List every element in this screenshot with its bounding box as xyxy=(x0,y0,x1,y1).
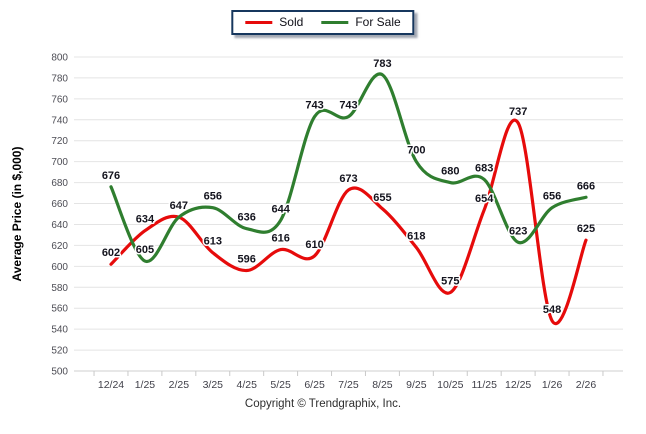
copyright-text: Copyright © Trendgraphix, Inc. xyxy=(244,398,402,410)
y-tick-label: 620 xyxy=(51,241,68,252)
data-point-label: 605 xyxy=(136,244,154,256)
data-point-label: 683 xyxy=(475,162,493,174)
data-point-label: 737 xyxy=(509,106,527,118)
x-tick-label: 11/25 xyxy=(471,379,497,391)
y-tick-label: 540 xyxy=(51,325,68,336)
for-sale-line xyxy=(109,72,588,263)
data-point-label: 743 xyxy=(339,100,357,112)
x-tick-label: 9/25 xyxy=(406,379,427,391)
y-tick-label: 640 xyxy=(51,220,68,231)
y-tick-label: 660 xyxy=(51,199,68,210)
data-point-label: 656 xyxy=(204,191,222,203)
x-tick-label: 1/25 xyxy=(135,379,156,391)
legend-item-for-sale: For Sale xyxy=(321,15,401,29)
data-point-label: 654 xyxy=(475,193,494,205)
data-point-label: 673 xyxy=(339,173,357,185)
y-tick-label: 560 xyxy=(51,304,68,315)
data-point-label: 655 xyxy=(373,192,391,204)
y-tick-label: 600 xyxy=(51,262,68,273)
x-tick-label: 12/24 xyxy=(98,379,124,391)
data-point-label: 656 xyxy=(543,191,561,203)
data-point-label: 647 xyxy=(170,200,188,212)
data-point-label: 647 xyxy=(170,200,188,212)
legend-label-sold: Sold xyxy=(279,15,304,29)
data-point-label: 783 xyxy=(373,58,391,70)
data-point-label: 623 xyxy=(509,225,527,237)
data-point-label: 676 xyxy=(102,170,120,182)
data-point-label: 548 xyxy=(543,304,561,316)
x-tick-label: 4/25 xyxy=(236,379,257,391)
data-point-label: 666 xyxy=(577,180,595,192)
legend-item-sold: Sold xyxy=(245,15,303,29)
data-point-label: 743 xyxy=(305,100,323,112)
x-tick-label: 1/26 xyxy=(542,379,563,391)
y-tick-label: 680 xyxy=(51,178,68,189)
y-tick-label: 780 xyxy=(51,73,68,84)
data-point-label: 644 xyxy=(271,203,290,215)
x-tick-label: 10/25 xyxy=(437,379,463,391)
y-tick-label: 580 xyxy=(51,283,68,294)
data-point-label: 634 xyxy=(136,214,155,226)
x-tick-label: 7/25 xyxy=(338,379,359,391)
data-point-label: 602 xyxy=(102,247,120,259)
sold-line-swatch-icon xyxy=(245,20,273,24)
y-tick-label: 760 xyxy=(51,94,68,105)
sold-line xyxy=(109,118,588,326)
x-tick-label: 2/26 xyxy=(576,379,597,391)
x-tick-label: 6/25 xyxy=(304,379,325,391)
y-tick-label: 500 xyxy=(51,367,68,378)
x-tick-label: 3/25 xyxy=(203,379,224,391)
data-point-label: 575 xyxy=(441,276,459,288)
y-tick-label: 740 xyxy=(51,115,68,126)
x-tick-label: 2/25 xyxy=(169,379,190,391)
data-point-label: 616 xyxy=(271,233,289,245)
data-point-label: 613 xyxy=(204,236,222,248)
data-point-label: 680 xyxy=(441,166,459,178)
y-tick-label: 520 xyxy=(51,346,68,357)
y-tick-label: 700 xyxy=(51,157,68,168)
data-point-label: 618 xyxy=(407,230,425,242)
y-tick-label: 720 xyxy=(51,136,68,147)
x-tick-label: 5/25 xyxy=(270,379,291,391)
data-point-label: 596 xyxy=(238,254,256,266)
x-tick-label: 8/25 xyxy=(372,379,393,391)
data-point-label: 636 xyxy=(238,212,256,224)
chart-legend: Sold For Sale xyxy=(231,10,415,35)
data-point-label: 610 xyxy=(305,239,323,251)
y-tick-label: 800 xyxy=(51,53,68,64)
x-tick-label: 12/25 xyxy=(505,379,531,391)
data-point-label: 625 xyxy=(577,223,595,235)
data-point-label: 700 xyxy=(407,145,425,157)
for-sale-line-swatch-icon xyxy=(321,20,349,24)
legend-label-for-sale: For Sale xyxy=(355,15,401,29)
